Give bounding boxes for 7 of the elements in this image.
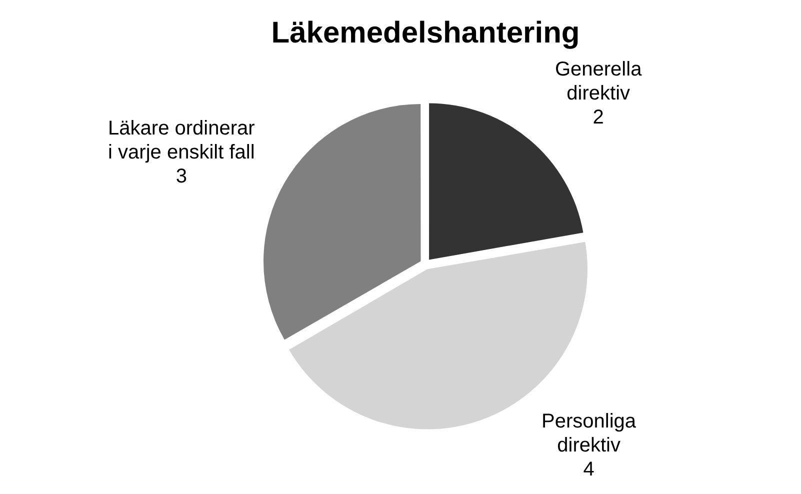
data-label: 2 (592, 106, 604, 128)
data-label: 4 (583, 458, 594, 481)
chart-title: Läkemedelshantering (271, 16, 580, 50)
slice-label: Läkare ordinerar i varje enskilt fall (108, 117, 256, 164)
slice-label: Personliga direktiv (542, 410, 637, 457)
slice-label: Generella direktiv (554, 58, 643, 104)
data-label: 3 (176, 165, 187, 188)
